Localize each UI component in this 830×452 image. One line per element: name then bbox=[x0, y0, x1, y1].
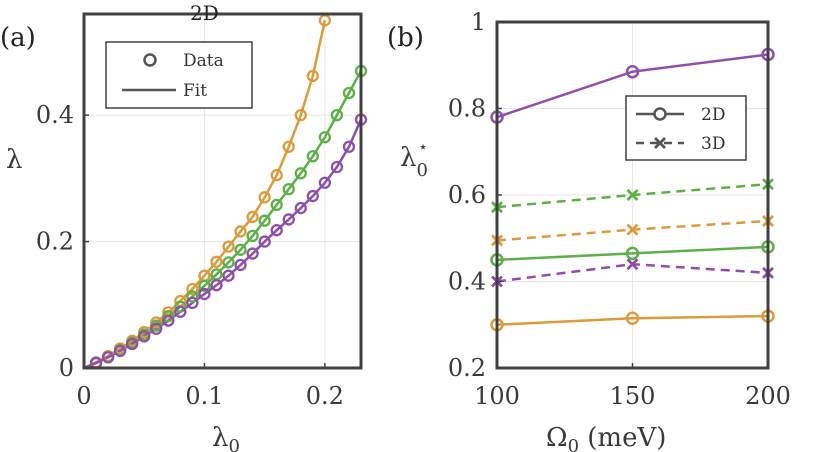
series-point-purple bbox=[625, 64, 640, 79]
series-point-green bbox=[626, 189, 639, 201]
data-point-purple bbox=[246, 247, 259, 260]
data-point-purple bbox=[342, 140, 356, 153]
data-point-purple bbox=[270, 224, 283, 237]
panel-b-xlabel: Ω0 (meV) bbox=[546, 423, 666, 452]
panel-a-ytick-label: 0.4 bbox=[36, 101, 74, 129]
series-point-orange bbox=[625, 311, 640, 326]
fit-line-purple bbox=[83, 119, 363, 370]
data-point-purple bbox=[186, 296, 199, 310]
legend-3d-label: 3D bbox=[701, 134, 725, 154]
data-point-purple bbox=[306, 189, 319, 203]
data-point-purple bbox=[258, 235, 271, 248]
data-point-green bbox=[234, 243, 247, 256]
panel-b-ylabel: λ0⋆ bbox=[400, 137, 428, 181]
panel-b-label: (b) bbox=[387, 23, 424, 53]
panel-a-xtick-label: 0.2 bbox=[306, 382, 344, 410]
series-line-2d-green bbox=[496, 245, 769, 262]
panel-b-ytick-label: 1 bbox=[471, 8, 486, 36]
data-point-green bbox=[270, 198, 283, 212]
panel-a-series bbox=[83, 14, 368, 370]
legend-fit-label: Fit bbox=[183, 81, 207, 101]
data-point-orange bbox=[222, 240, 235, 253]
legend-data-marker-icon bbox=[143, 53, 157, 67]
panel-a-legend: Data Fit bbox=[105, 41, 253, 109]
data-point-orange bbox=[306, 69, 319, 83]
data-point-purple bbox=[101, 351, 115, 364]
data-point-purple bbox=[174, 305, 187, 318]
panel-a-legend-box bbox=[105, 41, 253, 109]
panel-b-xtick-label: 200 bbox=[745, 382, 791, 410]
data-point-orange bbox=[162, 306, 175, 319]
data-point-green bbox=[342, 86, 356, 100]
data-point-purple bbox=[222, 269, 235, 282]
data-point-purple bbox=[150, 322, 163, 335]
data-point-purple bbox=[138, 330, 151, 343]
panel-a-ylabel: λ bbox=[6, 145, 22, 175]
data-point-purple bbox=[162, 314, 175, 327]
panel-a-xtick-label: 0 bbox=[76, 382, 91, 410]
data-point-green bbox=[282, 182, 295, 196]
legend-2d-marker-icon bbox=[653, 107, 667, 121]
panel-a-title: 2D bbox=[190, 1, 219, 25]
data-point-green bbox=[306, 150, 319, 163]
data-point-green bbox=[330, 108, 344, 122]
data-point-orange bbox=[234, 225, 247, 238]
data-point-orange bbox=[294, 108, 307, 122]
panel-b-ytick-label: 0.8 bbox=[448, 95, 486, 123]
panel-b-legend-box bbox=[625, 95, 747, 161]
data-point-green bbox=[162, 310, 175, 323]
data-point-green bbox=[198, 279, 211, 292]
data-point-green bbox=[294, 167, 307, 180]
data-point-purple bbox=[318, 176, 332, 189]
data-point-orange bbox=[186, 282, 199, 296]
data-point-orange bbox=[270, 169, 283, 182]
panel-a-xlabel: λ0 bbox=[212, 423, 240, 452]
panel-b-xtick-label: 150 bbox=[610, 382, 656, 410]
data-point-green bbox=[246, 229, 259, 243]
data-point-orange bbox=[258, 191, 271, 204]
legend-data-label: Data bbox=[183, 51, 224, 71]
panel-b-legend: 2D 3D bbox=[625, 95, 747, 161]
series-point-purple bbox=[626, 258, 639, 271]
data-point-orange bbox=[246, 210, 259, 224]
data-point-purple bbox=[234, 258, 247, 272]
data-point-purple bbox=[330, 160, 344, 174]
legend-3d-marker-icon bbox=[654, 137, 666, 149]
panel-b-ytick-label: 0.4 bbox=[448, 268, 486, 296]
panel-a-ticks: 0 0.1 0.2 0 0.2 0.4 bbox=[36, 101, 344, 410]
panel-b-ticks: 100 150 200 0.2 0.4 0.6 0.8 1 bbox=[448, 8, 791, 410]
data-point-orange bbox=[282, 140, 295, 153]
panel-b-xtick-label: 100 bbox=[474, 382, 520, 410]
data-point-green bbox=[174, 300, 187, 313]
panel-a-ytick-label: 0.2 bbox=[36, 228, 74, 256]
data-point-green bbox=[186, 290, 199, 303]
panel-a-xtick-label: 0.1 bbox=[185, 382, 223, 410]
series-point-green bbox=[625, 246, 640, 261]
series-line-2d-purple bbox=[496, 53, 769, 119]
data-point-purple bbox=[210, 279, 223, 292]
panel-b-ytick-label: 0.2 bbox=[448, 354, 486, 382]
series-line-2d-orange bbox=[496, 314, 769, 326]
series-point-orange bbox=[626, 223, 639, 236]
panel-a-frame bbox=[82, 12, 363, 370]
data-point-orange bbox=[210, 255, 223, 268]
data-point-purple bbox=[126, 337, 139, 351]
data-point-purple bbox=[282, 213, 295, 226]
data-point-green bbox=[258, 214, 271, 227]
panel-a: 0 0.1 0.2 0 0.2 0.4 (a) 2D λ λ0 Data Fit bbox=[0, 1, 368, 452]
data-point-purple bbox=[113, 344, 127, 358]
legend-2d-label: 2D bbox=[701, 105, 725, 125]
data-point-green bbox=[318, 131, 332, 144]
data-point-purple bbox=[198, 287, 211, 301]
panel-a-label: (a) bbox=[0, 23, 36, 53]
panel-a-ytick-label: 0 bbox=[59, 354, 74, 382]
data-point-green bbox=[222, 256, 235, 269]
panel-b-ytick-label: 0.6 bbox=[448, 181, 486, 209]
data-point-purple bbox=[294, 201, 307, 215]
